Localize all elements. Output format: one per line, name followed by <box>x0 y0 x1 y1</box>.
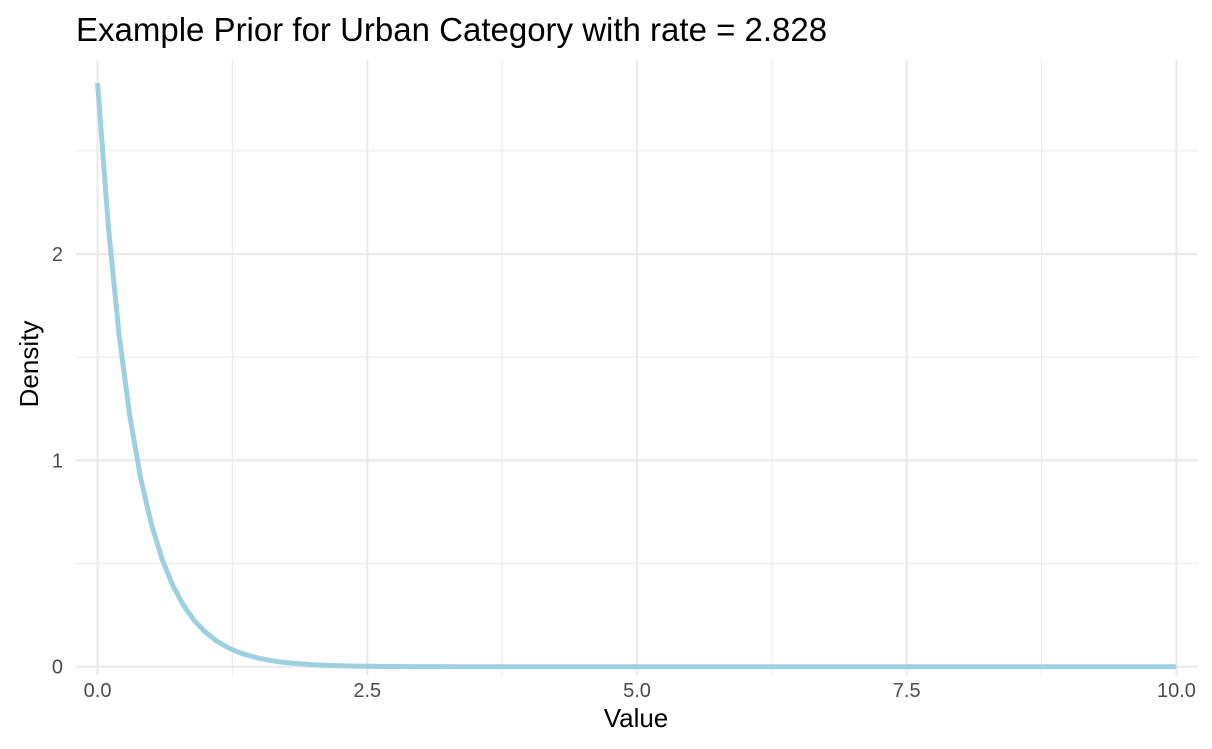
series-layer <box>95 82 1177 670</box>
x-tick-label-0: 0.0 <box>84 680 112 702</box>
x-tick-label-4: 10.0 <box>1157 680 1196 702</box>
series-line-0 <box>95 82 1177 670</box>
y-tick-label-1: 1 <box>52 450 63 472</box>
chart-title: Example Prior for Urban Category with ra… <box>76 11 827 48</box>
x-axis-label: Value <box>604 703 669 733</box>
x-tick-label-2: 5.0 <box>623 680 651 702</box>
y-tick-labels: 0 1 2 <box>52 244 63 679</box>
x-tick-label-1: 2.5 <box>353 680 381 702</box>
grid <box>76 60 1198 675</box>
y-axis-label: Density <box>14 321 44 408</box>
y-tick-label-0: 0 <box>52 657 63 679</box>
x-tick-label-3: 7.5 <box>893 680 921 702</box>
y-tick-label-2: 2 <box>52 244 63 266</box>
x-tick-labels: 0.0 2.5 5.0 7.5 10.0 <box>84 680 1196 702</box>
